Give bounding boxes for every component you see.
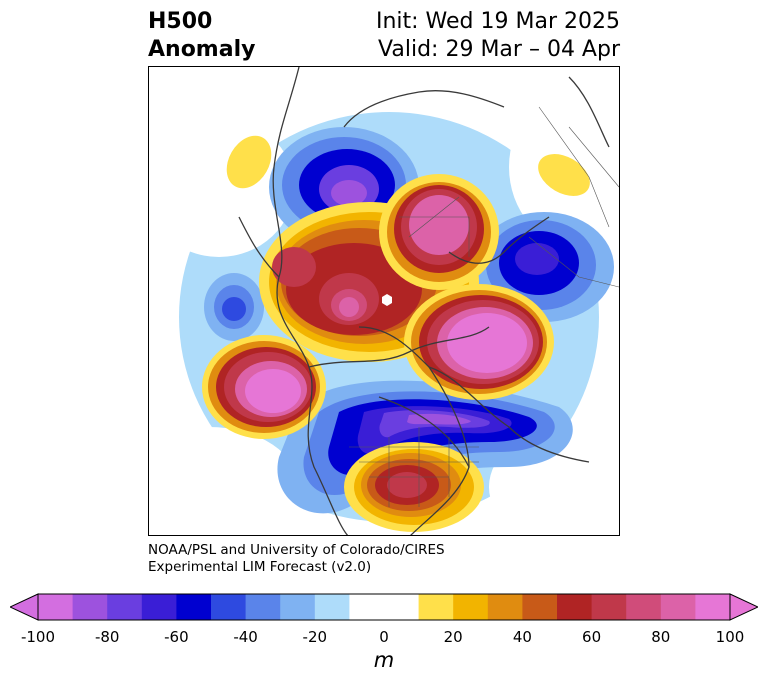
colorbar-tick-label: -20 xyxy=(302,628,328,646)
colorbar xyxy=(10,593,758,621)
chart-title-right: Init: Wed 19 Mar 2025 Valid: 29 Mar – 04… xyxy=(376,8,620,64)
pole-marker xyxy=(382,294,392,306)
variable-label: H500 xyxy=(148,9,213,34)
colorbar-swatch xyxy=(626,594,662,620)
colorbar-swatch xyxy=(418,594,454,620)
colorbar-outline xyxy=(37,593,731,621)
credit-text: NOAA/PSL and University of Colorado/CIRE… xyxy=(148,542,445,576)
colorbar-swatch xyxy=(280,594,316,620)
colorbar-tick-label: -60 xyxy=(164,628,189,646)
contour-neutral xyxy=(149,427,299,535)
political-borders xyxy=(349,106,619,507)
colorbar-swatch xyxy=(211,594,247,620)
field-label: Anomaly xyxy=(148,37,256,62)
positive-lobe-south xyxy=(344,442,484,532)
anomaly-map-svg xyxy=(149,67,619,535)
colorbar-swatch xyxy=(660,594,696,620)
positive-lobe-small-north xyxy=(226,135,272,189)
valid-range-label: Valid: 29 Mar – 04 Apr xyxy=(378,37,620,62)
colorbar-swatch xyxy=(107,594,143,620)
colorbar-tick-label: 40 xyxy=(512,628,532,646)
positive-lobe-small-east xyxy=(538,154,590,196)
init-date-label: Init: Wed 19 Mar 2025 xyxy=(375,9,620,34)
credit-line-1: NOAA/PSL and University of Colorado/CIRE… xyxy=(148,542,445,558)
chart-title-left: H500 Anomaly xyxy=(148,8,255,64)
colorbar-swatch xyxy=(695,594,731,620)
colorbar-tick-label: 0 xyxy=(379,628,389,646)
colorbar-tick-label: 80 xyxy=(651,628,671,646)
colorbar-tick-label: -40 xyxy=(233,628,258,646)
colorbar-swatch xyxy=(176,594,212,620)
colorbar-swatch xyxy=(349,594,385,620)
anomaly-contours xyxy=(149,87,619,535)
colorbar-extend-max xyxy=(729,593,758,621)
polar-anomaly-map xyxy=(148,66,620,536)
colorbar-swatch xyxy=(487,594,523,620)
negative-lobe-west xyxy=(204,273,264,341)
colorbar-tick-label: 20 xyxy=(443,628,463,646)
colorbar-swatch xyxy=(72,594,108,620)
colorbar-swatch xyxy=(522,594,558,620)
positive-lobe-northeast xyxy=(379,174,499,290)
colorbar-tick-label: 100 xyxy=(715,628,745,646)
colorbar-extend-min xyxy=(10,593,39,621)
colorbar-swatch xyxy=(384,594,420,620)
colorbar-swatch xyxy=(453,594,489,620)
colorbar-swatch xyxy=(557,594,593,620)
positive-lobe-east xyxy=(404,284,554,400)
colorbar-tick-label: 60 xyxy=(582,628,602,646)
positive-lobe-west xyxy=(202,335,326,439)
colorbar-tick-label: -80 xyxy=(94,628,120,646)
coastlines xyxy=(238,67,610,535)
colorbar-swatch xyxy=(591,594,627,620)
colorbar-swatch xyxy=(245,594,281,620)
colorbar-ticks: -100 -80 -60 -40 -20 0 20 40 60 80 100 xyxy=(0,628,768,648)
colorbar-unit-label: m xyxy=(373,648,395,672)
colorbar-swatch xyxy=(38,594,74,620)
colorbar-tick-label: -100 xyxy=(20,628,56,646)
colorbar-swatch xyxy=(141,594,177,620)
credit-line-2: Experimental LIM Forecast (v2.0) xyxy=(148,559,372,575)
colorbar-swatch xyxy=(314,594,350,620)
